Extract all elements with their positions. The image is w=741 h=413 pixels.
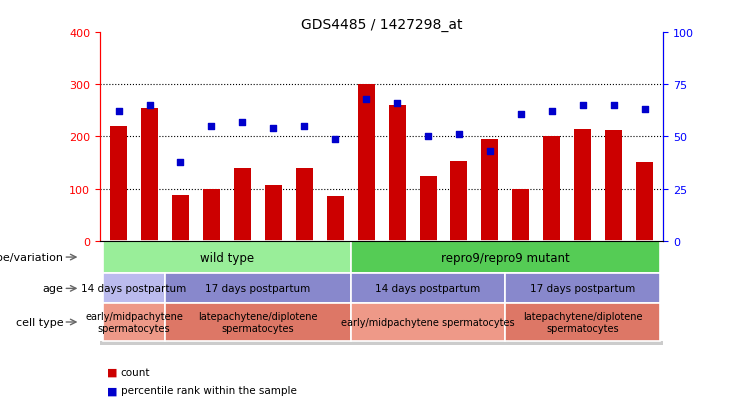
Text: age: age <box>42 284 64 294</box>
Point <box>268 126 279 132</box>
Point <box>360 96 372 103</box>
Text: genotype/variation: genotype/variation <box>0 252 64 262</box>
Bar <box>100 241 663 345</box>
Point <box>391 100 403 107</box>
Bar <box>172 195 189 241</box>
Bar <box>110 127 127 241</box>
Bar <box>512 189 529 241</box>
Point <box>639 107 651 114</box>
Text: 14 days postpartum: 14 days postpartum <box>82 284 187 294</box>
Bar <box>103 304 165 341</box>
Point <box>236 119 248 126</box>
Bar <box>574 129 591 241</box>
Point <box>144 102 156 109</box>
Bar <box>543 137 560 241</box>
Bar <box>265 185 282 241</box>
Point <box>546 109 558 116</box>
Bar <box>505 304 660 341</box>
Text: 17 days postpartum: 17 days postpartum <box>205 284 310 294</box>
Point <box>299 123 310 130</box>
Bar <box>296 169 313 241</box>
Point <box>113 109 124 116</box>
Text: early/midpachytene spermatocytes: early/midpachytene spermatocytes <box>341 317 515 327</box>
Text: latepachytene/diplotene
spermatocytes: latepachytene/diplotene spermatocytes <box>523 311 642 333</box>
Bar <box>451 161 468 241</box>
Text: latepachytene/diplotene
spermatocytes: latepachytene/diplotene spermatocytes <box>198 311 318 333</box>
Text: cell type: cell type <box>16 317 64 327</box>
Bar <box>388 106 405 241</box>
Point <box>175 159 187 166</box>
Point <box>576 102 588 109</box>
Bar <box>605 131 622 241</box>
Point <box>453 132 465 138</box>
Text: 17 days postpartum: 17 days postpartum <box>530 284 635 294</box>
Bar <box>350 241 660 274</box>
Bar <box>350 274 505 304</box>
Text: percentile rank within the sample: percentile rank within the sample <box>121 385 296 395</box>
Bar <box>141 109 158 241</box>
Bar <box>482 140 499 241</box>
Text: ■: ■ <box>107 367 118 377</box>
Point <box>329 136 341 142</box>
Bar <box>165 274 350 304</box>
Bar <box>203 189 220 241</box>
Bar <box>103 274 165 304</box>
Bar <box>419 176 436 241</box>
Bar <box>636 162 653 241</box>
Text: ■: ■ <box>107 385 118 395</box>
Bar <box>350 304 505 341</box>
Bar <box>327 197 344 241</box>
Bar <box>103 241 350 274</box>
Bar <box>234 169 251 241</box>
Point <box>422 134 434 140</box>
Text: 14 days postpartum: 14 days postpartum <box>376 284 481 294</box>
Bar <box>505 274 660 304</box>
Point <box>484 148 496 155</box>
Bar <box>165 304 350 341</box>
Text: count: count <box>121 367 150 377</box>
Point <box>205 123 217 130</box>
Text: early/midpachytene
spermatocytes: early/midpachytene spermatocytes <box>85 311 183 333</box>
Bar <box>358 85 375 241</box>
Title: GDS4485 / 1427298_at: GDS4485 / 1427298_at <box>301 18 462 32</box>
Text: wild type: wild type <box>200 251 254 264</box>
Point <box>608 102 619 109</box>
Point <box>515 111 527 118</box>
Text: repro9/repro9 mutant: repro9/repro9 mutant <box>441 251 570 264</box>
